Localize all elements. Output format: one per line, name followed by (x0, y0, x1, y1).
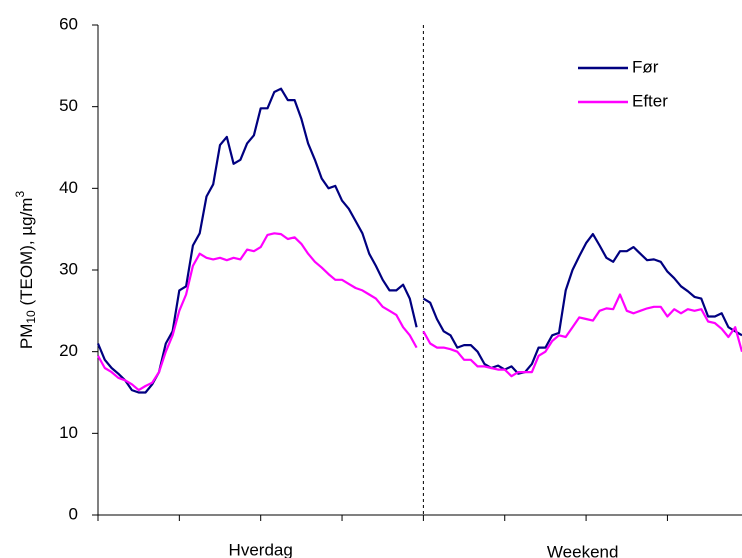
y-label-main: PM (17, 324, 36, 350)
series-line (96, 87, 418, 394)
y-label-sup: 3 (13, 191, 27, 198)
series-line (422, 293, 742, 378)
series-line (97, 232, 418, 392)
y-tick-label: 30 (59, 259, 78, 278)
series-line (422, 233, 742, 375)
y-tick-label: 60 (59, 14, 78, 33)
y-tick-label: 20 (59, 341, 78, 360)
y-label-sub: 10 (24, 310, 38, 324)
y-tick-label: 10 (59, 423, 78, 442)
y-label-rest: (TEOM), µg/m (17, 198, 36, 311)
category-label: Weekend (547, 542, 619, 558)
y-tick-label: 40 (59, 178, 78, 197)
legend-label: Før (632, 57, 659, 76)
legend-label: Efter (632, 91, 668, 110)
y-tick-label: 50 (59, 96, 78, 115)
y-tick-label: 0 (69, 504, 78, 523)
category-label: Hverdag (229, 540, 293, 558)
y-axis-label: PM10 (TEOM), µg/m3 (13, 191, 38, 350)
